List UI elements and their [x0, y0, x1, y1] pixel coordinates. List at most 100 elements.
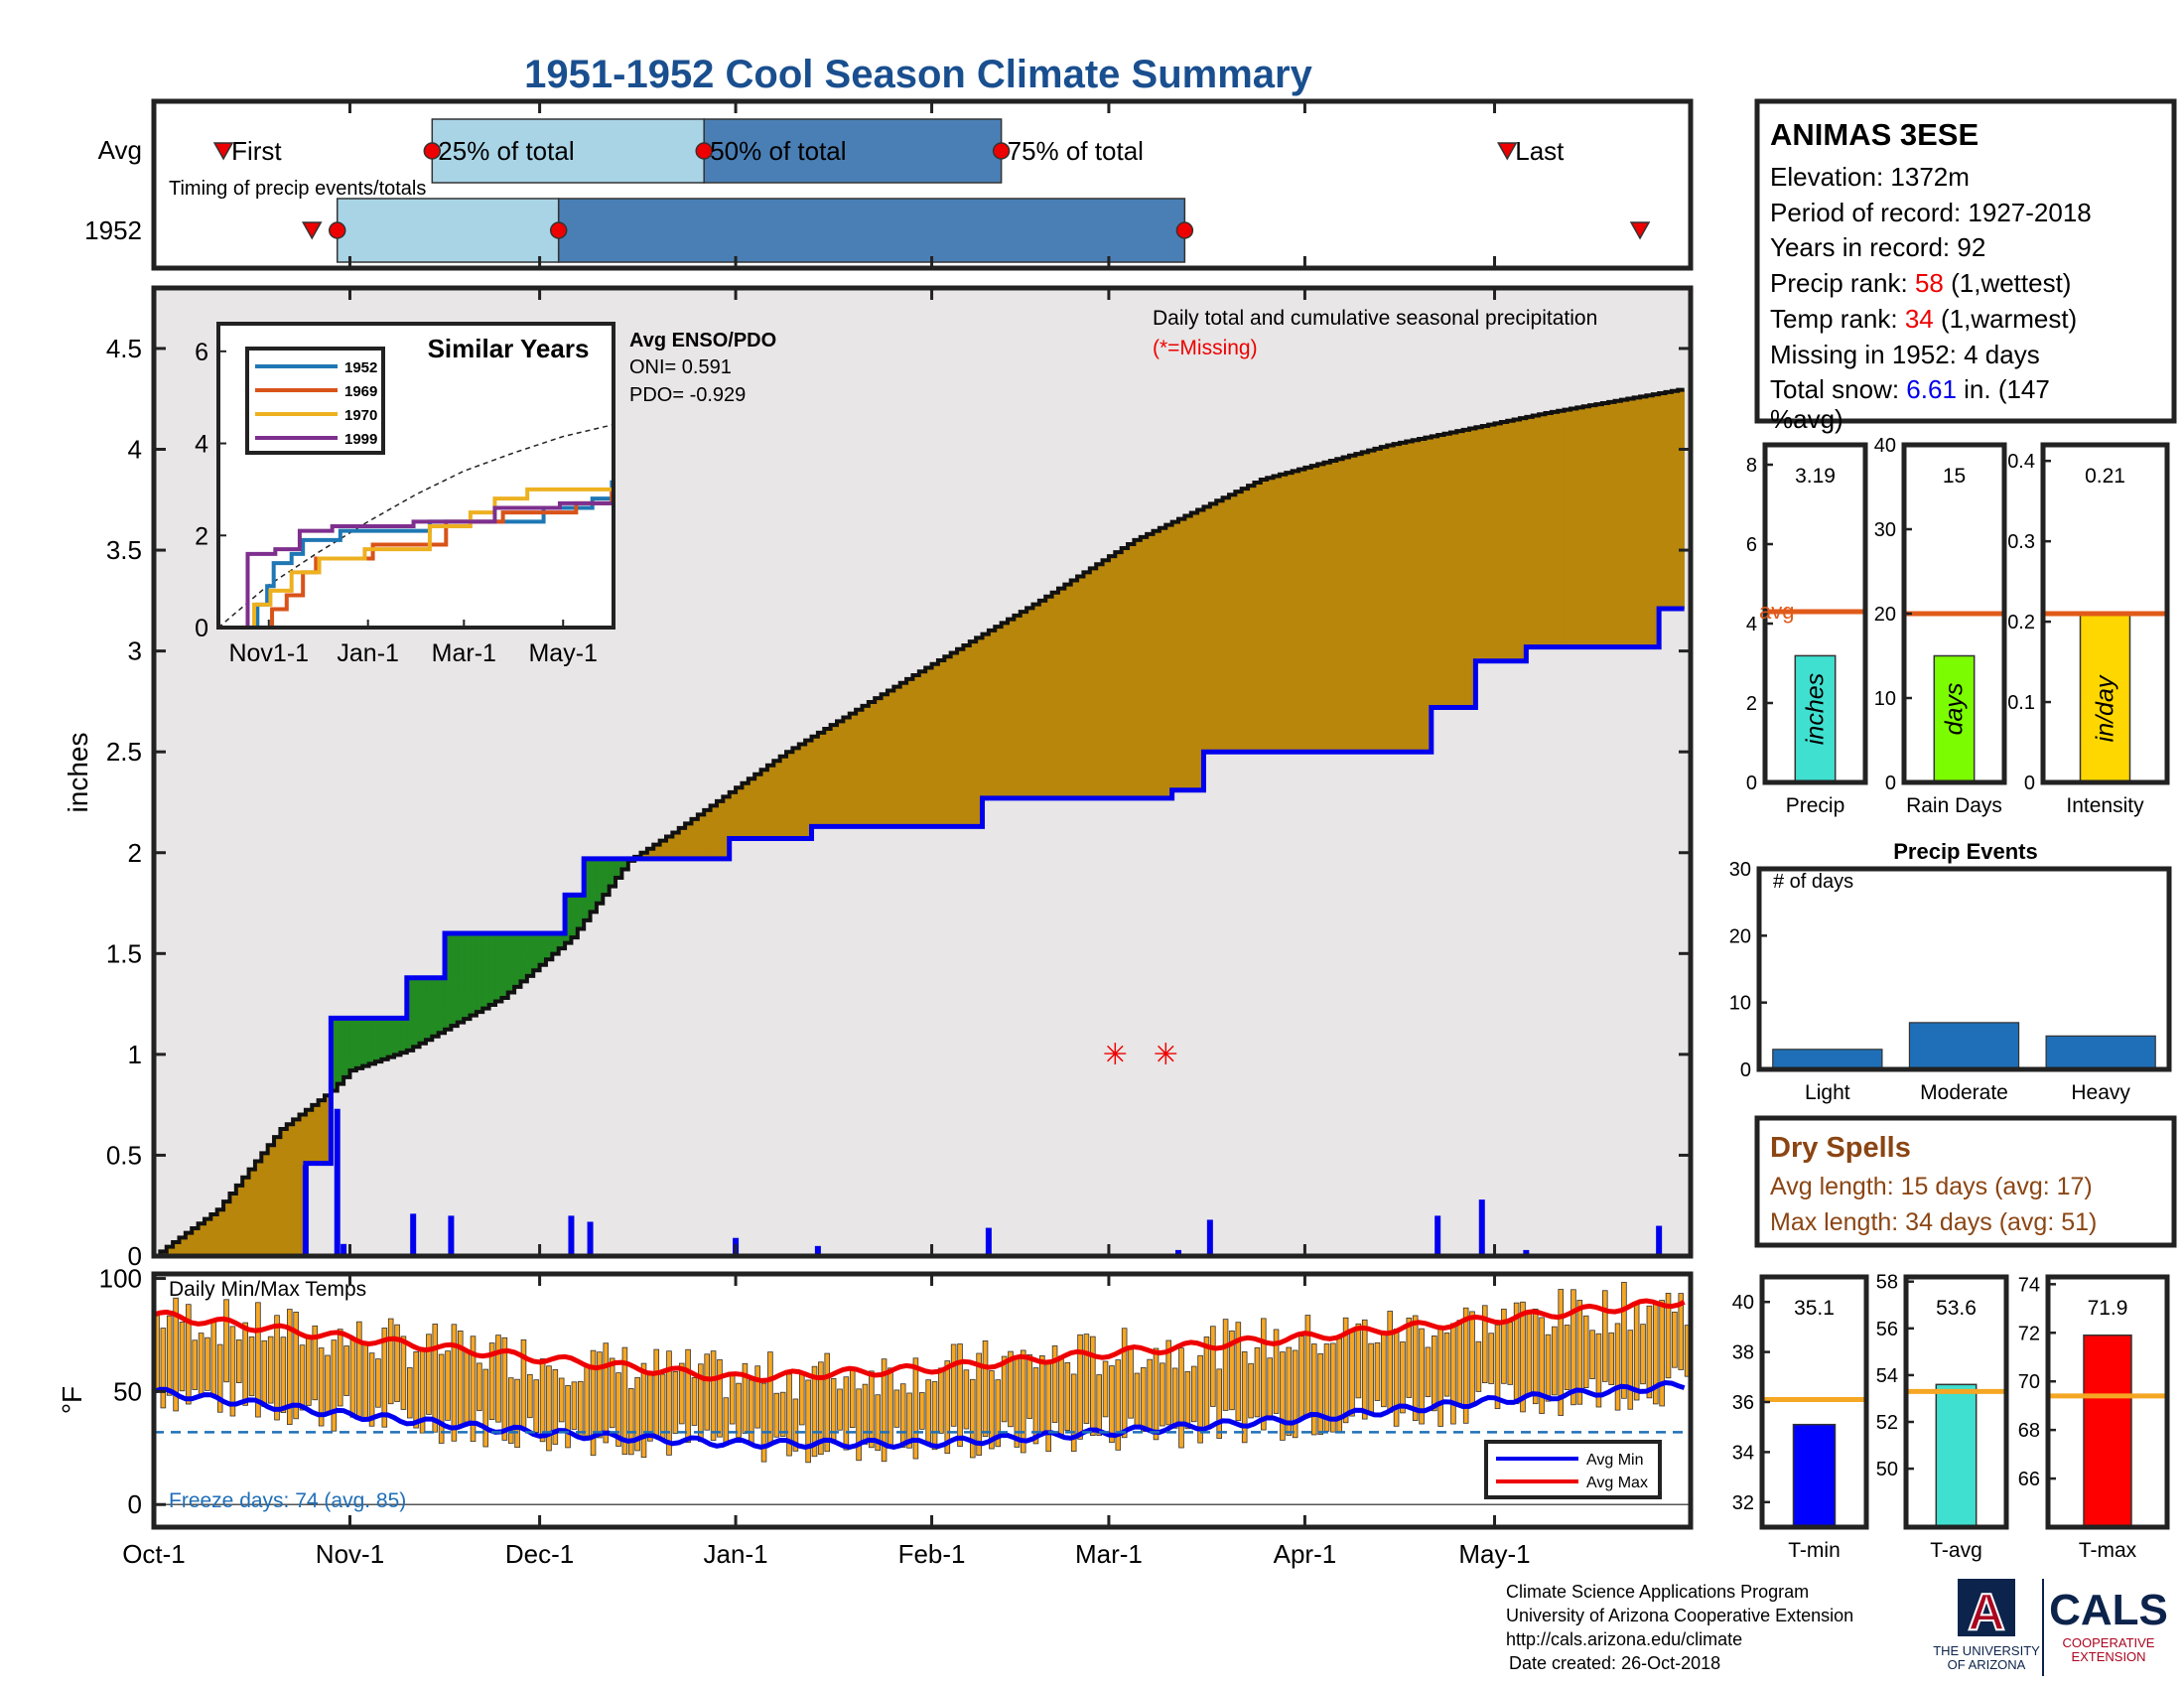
daily-temp-bar-12	[229, 1326, 236, 1417]
inset-series-line-1970	[218, 487, 613, 630]
daily-temp-bar-113	[869, 1370, 875, 1449]
station-elevation: Elevation: 1372m	[1770, 162, 1970, 192]
daily-temp-bar-56	[507, 1377, 514, 1444]
summary-0-y-tick-label-3: 6	[1746, 534, 1757, 556]
daily-temp-bar-124	[938, 1367, 944, 1434]
daily-temp-bar-54	[495, 1335, 501, 1423]
daily-temp-bar-122	[925, 1379, 931, 1443]
cals-logo: CALS COOPERATIVE EXTENSION	[2049, 1586, 2168, 1664]
daily-temp-bar-69	[590, 1349, 597, 1457]
daily-temp-bar-173	[1248, 1362, 1254, 1419]
dry-spells-max: Max length: 34 days (avg: 51)	[1770, 1208, 2097, 1236]
precip-y-axis-label: inches	[63, 733, 93, 813]
daily-temp-bar-94	[749, 1379, 754, 1445]
temp-summary-category-label-1: T-avg	[1930, 1539, 1982, 1562]
daily-temp-bar-175	[1261, 1318, 1267, 1431]
timing-panel: Avg 1952 Timing of precip events/totals …	[84, 98, 1694, 271]
daily-temp-bar-127	[957, 1343, 963, 1448]
daily-temp-bar-148	[1090, 1336, 1096, 1437]
summary-value-label-0: 3.19	[1795, 465, 1836, 488]
daily-temp-bar-183	[1310, 1343, 1317, 1436]
summary-2-y-tick-label-1: 0.1	[2007, 692, 2035, 714]
daily-temp-bar-229	[1602, 1290, 1608, 1382]
daily-temp-bar-119	[906, 1392, 912, 1449]
temp-summary-1-y-tick-label-2: 54	[1876, 1365, 1898, 1387]
dry-spells-frame	[1754, 1115, 2177, 1248]
daily-temp-bar-132	[989, 1370, 995, 1450]
x-tick-label-7: May-1	[1458, 1539, 1530, 1569]
daily-temp-bar-70	[597, 1351, 603, 1439]
daily-temp-bar-193	[1374, 1341, 1381, 1401]
daily-temp-bar-87	[704, 1353, 710, 1431]
temp-y-tick-label-0: 0	[128, 1489, 142, 1519]
daily-temp-bar-44	[432, 1324, 439, 1433]
event-bar-light	[1772, 1049, 1883, 1070]
timing-1952-last-marker	[1629, 221, 1651, 240]
events-y-tick-label-0: 0	[1740, 1059, 1751, 1081]
daily-temp-bar-201	[1425, 1346, 1432, 1398]
summary-category-label-2: Intensity	[2066, 794, 2144, 817]
daily-temp-bar-41	[413, 1351, 419, 1429]
timing-1952-first-marker	[301, 221, 323, 240]
daily-temp-bar-172	[1241, 1351, 1248, 1444]
daily-temp-bar-162	[1178, 1347, 1184, 1449]
timing-avg-bar-25-50	[431, 118, 705, 184]
daily-temp-bar-46	[445, 1350, 451, 1421]
station-precip-rank: Precip rank: 58 (1,wettest)	[1770, 268, 2071, 298]
daily-temp-bar-136	[1014, 1356, 1021, 1448]
daily-temp-bar-33	[362, 1341, 369, 1419]
daily-temp-bar-68	[584, 1366, 590, 1437]
temp-legend-box	[1484, 1440, 1662, 1499]
daily-temp-bar-114	[875, 1394, 881, 1452]
figure-title: 1951-1952 Cool Season Climate Summary	[524, 53, 1312, 96]
events-frame	[1756, 866, 2172, 1072]
daily-temp-bar-90	[723, 1397, 730, 1446]
timing-avg-p25-dot	[423, 142, 442, 160]
timing-avg-p75-dot	[992, 142, 1011, 160]
station-snow-pct: %avg)	[1770, 404, 1843, 434]
station-period: Period of record: 1927-2018	[1770, 198, 2092, 227]
temp-summary-0-y-tick-label-4: 40	[1732, 1292, 1754, 1314]
precip-y-tick-label-3: 1.5	[106, 938, 142, 968]
daily-temp-bar-9	[210, 1322, 217, 1397]
daily-temp-bar-199	[1412, 1315, 1419, 1422]
daily-precip-bar-13	[1478, 1199, 1485, 1256]
events-y-tick-label-2: 20	[1729, 925, 1751, 947]
daily-temp-bar-158	[1153, 1347, 1160, 1441]
timing-label-50: 50% of total	[710, 136, 846, 166]
summary-frame-2	[2040, 442, 2170, 785]
x-tick-label-1: Nov-1	[316, 1539, 384, 1569]
daily-temp-bar-84	[685, 1348, 691, 1444]
summary-0-y-tick-label-2: 4	[1746, 614, 1757, 635]
daily-temp-bar-186	[1330, 1342, 1336, 1433]
precip-note-missing: (*=Missing)	[1153, 337, 1258, 359]
daily-temp-bar-61	[539, 1358, 546, 1443]
ua-logo-letter: A	[1968, 1584, 2005, 1641]
daily-temp-bar-218	[1532, 1308, 1539, 1405]
daily-temp-bar-105	[818, 1361, 824, 1456]
events-title: Precip Events	[1893, 839, 2038, 864]
time-x-axis: Oct-1 Nov-1 Dec-1 Jan-1 Feb-1 Mar-1 Apr-1 May-1	[122, 101, 1531, 1569]
precip-y-tick-label-5: 2.5	[106, 737, 142, 767]
temp-summary-0-y-tick-label-1: 34	[1732, 1442, 1754, 1464]
summary-2-y-tick-label-3: 0.3	[2007, 531, 2035, 553]
daily-temp-bar-92	[736, 1382, 742, 1438]
inset-x-tick-label-3: May-1	[528, 639, 597, 667]
daily-temp-bar-144	[1064, 1361, 1071, 1432]
daily-temp-bar-80	[659, 1373, 666, 1439]
daily-temp-bar-240	[1672, 1311, 1678, 1368]
daily-temp-bar-40	[407, 1367, 413, 1419]
inset-y-tick-label-0: 0	[195, 615, 208, 642]
daily-temp-bar-207	[1462, 1307, 1469, 1424]
summary-category-label-1: Rain Days	[1906, 794, 2002, 817]
daily-temp-bar-36	[381, 1328, 388, 1428]
missing-day-marker-1: ✳	[1154, 1039, 1178, 1071]
cals-line-1: COOPERATIVE	[2063, 1635, 2155, 1650]
daily-temp-bar-228	[1595, 1333, 1602, 1408]
daily-temp-bar-112	[862, 1383, 869, 1445]
footer-line-3: http://cals.arizona.edu/climate	[1506, 1629, 1742, 1649]
daily-temp-bar-232	[1621, 1282, 1627, 1399]
daily-temp-bar-219	[1539, 1317, 1545, 1414]
